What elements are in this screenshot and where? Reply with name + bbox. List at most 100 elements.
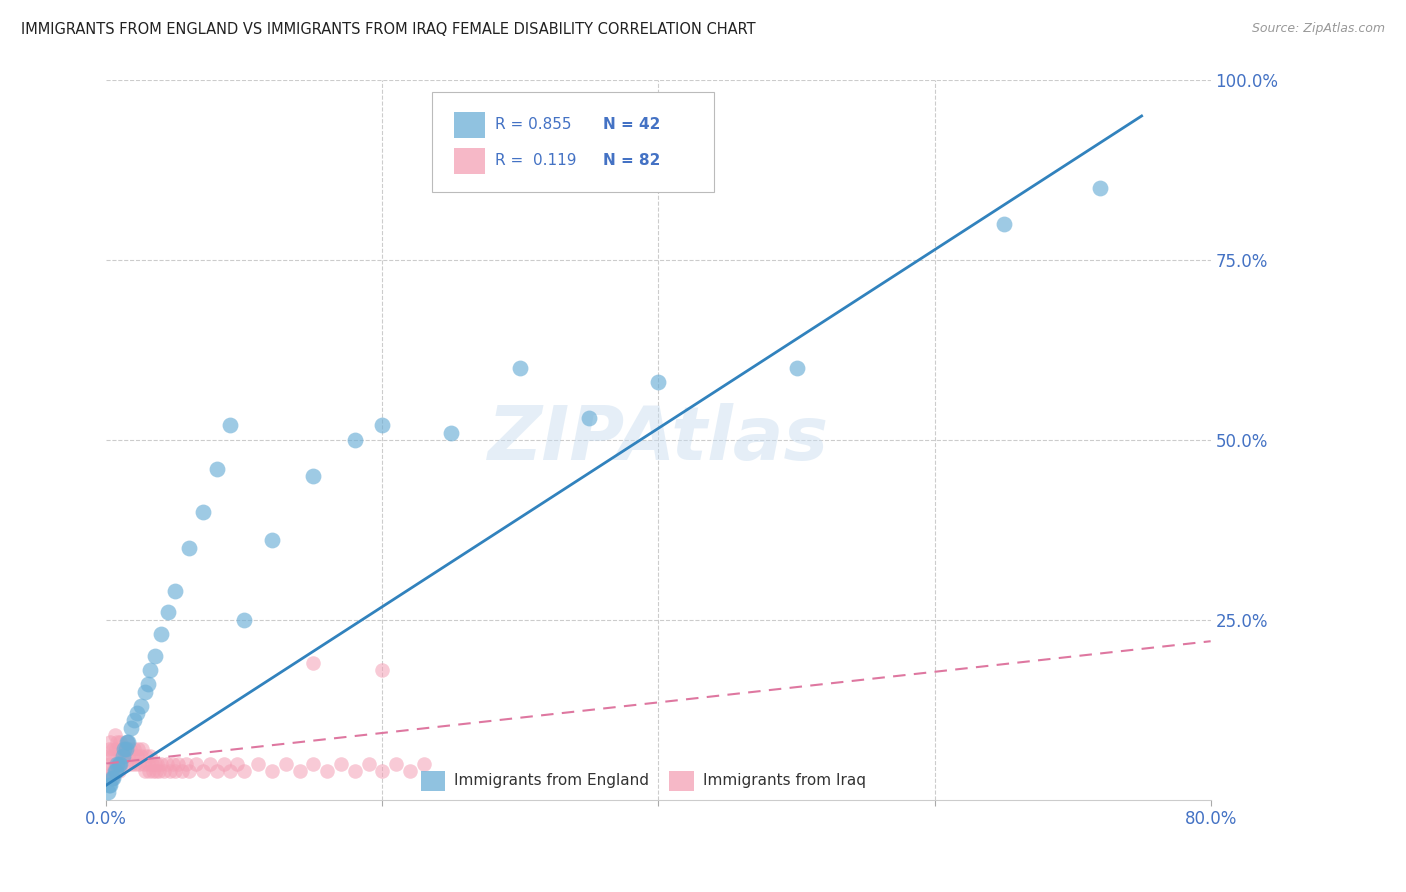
Point <box>226 756 249 771</box>
Point <box>177 541 200 555</box>
Point <box>101 764 124 778</box>
Point <box>440 425 463 440</box>
Point <box>100 771 122 785</box>
Point <box>150 627 173 641</box>
Point <box>316 764 339 778</box>
Point <box>105 735 128 749</box>
Point <box>97 785 120 799</box>
Point <box>108 756 131 771</box>
Point <box>176 756 198 771</box>
Point <box>139 749 162 764</box>
Point <box>233 613 256 627</box>
Point <box>118 742 141 756</box>
Point <box>97 749 120 764</box>
Point <box>165 764 187 778</box>
Point <box>153 764 176 778</box>
Point <box>103 756 125 771</box>
Point <box>141 756 163 771</box>
Text: R = 0.855: R = 0.855 <box>495 117 571 132</box>
Point <box>159 764 181 778</box>
Text: R =  0.119: R = 0.119 <box>495 153 576 168</box>
Point <box>260 764 283 778</box>
Point <box>111 749 134 764</box>
Point <box>103 728 125 742</box>
Point <box>302 656 325 670</box>
Point <box>143 648 166 663</box>
Point <box>191 764 214 778</box>
Bar <box>420 771 446 791</box>
Point <box>156 756 179 771</box>
Point <box>111 742 134 756</box>
Point <box>107 756 129 771</box>
Point <box>136 756 159 771</box>
Point <box>148 764 170 778</box>
Point <box>212 756 235 771</box>
Point <box>100 749 122 764</box>
Point <box>122 742 145 756</box>
Point <box>198 756 221 771</box>
Point <box>114 756 136 771</box>
Point <box>157 606 180 620</box>
Point <box>385 756 408 771</box>
Text: Source: ZipAtlas.com: Source: ZipAtlas.com <box>1251 22 1385 36</box>
Point <box>124 756 146 771</box>
Point <box>150 756 173 771</box>
Point <box>136 677 159 691</box>
Text: ZIPAtlas: ZIPAtlas <box>488 403 830 476</box>
Point <box>103 764 125 778</box>
Point <box>104 764 127 778</box>
Point <box>132 756 155 771</box>
Point <box>108 735 131 749</box>
Point <box>104 742 127 756</box>
Bar <box>454 112 485 137</box>
Point <box>98 778 121 792</box>
Point <box>125 706 148 721</box>
Point <box>112 749 135 764</box>
Point <box>134 684 156 698</box>
Point <box>104 764 127 778</box>
Point <box>205 764 228 778</box>
Point <box>329 756 352 771</box>
Point <box>120 756 142 771</box>
Point <box>101 771 124 785</box>
Point <box>786 360 808 375</box>
Point <box>120 721 142 735</box>
Point <box>128 756 150 771</box>
Text: N = 42: N = 42 <box>603 117 661 132</box>
Point <box>115 735 138 749</box>
Point <box>260 533 283 548</box>
FancyBboxPatch shape <box>432 92 714 192</box>
Point <box>371 764 394 778</box>
Point <box>117 749 139 764</box>
Point <box>110 749 132 764</box>
Text: N = 82: N = 82 <box>603 153 661 168</box>
Point <box>129 749 152 764</box>
Point <box>107 764 129 778</box>
Point <box>343 764 366 778</box>
Point <box>115 742 138 756</box>
Point <box>134 764 156 778</box>
Point <box>399 764 422 778</box>
Point <box>371 418 394 433</box>
Point <box>509 360 531 375</box>
Point <box>233 764 256 778</box>
Point <box>97 771 120 785</box>
Text: Immigrants from Iraq: Immigrants from Iraq <box>703 773 866 789</box>
Point <box>114 742 136 756</box>
Point <box>146 756 169 771</box>
Point <box>145 764 167 778</box>
Point <box>112 742 135 756</box>
Point <box>219 418 242 433</box>
Point <box>357 756 380 771</box>
Point <box>993 217 1015 231</box>
Point <box>142 764 165 778</box>
Point <box>302 468 325 483</box>
Bar <box>669 771 693 791</box>
Point <box>125 749 148 764</box>
Point <box>105 756 128 771</box>
Point <box>138 764 160 778</box>
Point <box>139 663 162 677</box>
Point <box>101 742 124 756</box>
Point <box>121 749 143 764</box>
Text: Immigrants from England: Immigrants from England <box>454 773 650 789</box>
